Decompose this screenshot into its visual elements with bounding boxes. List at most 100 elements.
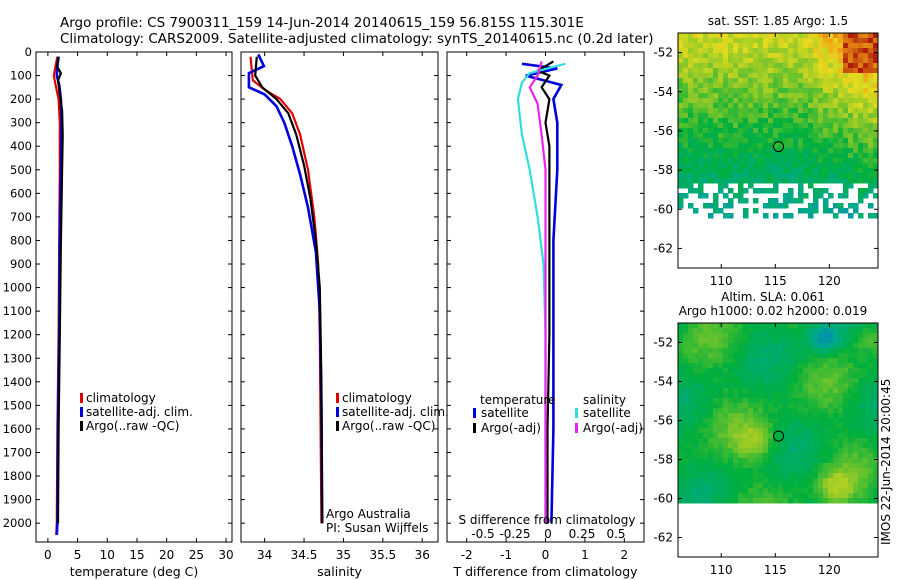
map-cell (713, 38, 719, 44)
map-cell (843, 388, 849, 394)
map-cell (718, 83, 724, 89)
map-cell (793, 463, 799, 469)
map-cell (773, 433, 779, 439)
map-cell (873, 493, 879, 499)
map-cell (698, 78, 704, 84)
map-cell (803, 493, 809, 499)
map-cell (853, 438, 859, 444)
map-cell (798, 358, 804, 364)
map-cell (818, 368, 824, 374)
map-cell (798, 183, 804, 189)
map-cell (873, 373, 879, 379)
map-cell (858, 128, 864, 134)
map-cell (718, 133, 724, 139)
map-cell (823, 43, 829, 49)
map-cell (683, 423, 689, 429)
map-cell (833, 358, 839, 364)
y-tick-label: 1700 (3, 445, 32, 459)
map-cell (743, 98, 749, 104)
map-cell (813, 328, 819, 334)
map-cell (748, 343, 754, 349)
map-cell (838, 428, 844, 434)
map-cell (848, 493, 854, 499)
map-cell (778, 158, 784, 164)
map-cell (758, 98, 764, 104)
map-cell (693, 393, 699, 399)
map-cell (728, 413, 734, 419)
map-cell (693, 63, 699, 69)
map-cell (778, 138, 784, 144)
map-cell (678, 88, 684, 94)
map-cell (838, 388, 844, 394)
map-cell (873, 93, 879, 99)
map-cell (768, 378, 774, 384)
map-cell (773, 123, 779, 129)
map-cell (743, 143, 749, 149)
map-cell (698, 98, 704, 104)
map-cell (713, 98, 719, 104)
map-cell (783, 163, 789, 169)
map-cell (743, 453, 749, 459)
map-cell (693, 368, 699, 374)
map-cell (698, 463, 704, 469)
map-cell (678, 178, 684, 184)
map-cell (803, 353, 809, 359)
legend-swatch (473, 423, 476, 433)
map-cell (813, 418, 819, 424)
map-cell (873, 183, 879, 189)
map-cell (743, 93, 749, 99)
map-cell (703, 433, 709, 439)
map-cell (683, 183, 689, 189)
map-cell (758, 468, 764, 474)
map-cell (808, 413, 814, 419)
map-cell (688, 83, 694, 89)
map-cell (853, 333, 859, 339)
map-frame (677, 322, 879, 558)
map-cell (833, 408, 839, 414)
map-cell (848, 173, 854, 179)
map-cell (858, 373, 864, 379)
map-cell (848, 123, 854, 129)
map-cell (828, 173, 834, 179)
map-cell (713, 458, 719, 464)
map-cell (678, 403, 684, 409)
map-cell (828, 133, 834, 139)
map-cell (813, 38, 819, 44)
map-cell (748, 398, 754, 404)
map-cell (793, 458, 799, 464)
map-cell (768, 468, 774, 474)
map-cell (763, 498, 769, 504)
map-cell (823, 413, 829, 419)
map-cell (773, 453, 779, 459)
map-cell (838, 113, 844, 119)
map-cell (813, 493, 819, 499)
map-cell (678, 343, 684, 349)
map-cell (808, 108, 814, 114)
map-cell (838, 338, 844, 344)
map-cell (708, 133, 714, 139)
map-cell (813, 83, 819, 89)
map-cell (688, 368, 694, 374)
map-cell (863, 418, 869, 424)
map-cell (683, 138, 689, 144)
map-cell (823, 478, 829, 484)
map-cell (788, 378, 794, 384)
map-cell (678, 183, 684, 189)
map-cell (823, 128, 829, 134)
map-cell (678, 203, 684, 209)
map-cell (703, 378, 709, 384)
map-cell (848, 113, 854, 119)
map-cell (688, 493, 694, 499)
map-cell (853, 498, 859, 504)
map-cell (688, 393, 694, 399)
map-cell (768, 498, 774, 504)
map-cell (828, 78, 834, 84)
map-cell (783, 463, 789, 469)
map-cell (793, 358, 799, 364)
map-cell (818, 458, 824, 464)
map-cell (848, 458, 854, 464)
map-cell (723, 173, 729, 179)
map-cell (828, 48, 834, 54)
map-cell (813, 163, 819, 169)
map-cell (778, 358, 784, 364)
